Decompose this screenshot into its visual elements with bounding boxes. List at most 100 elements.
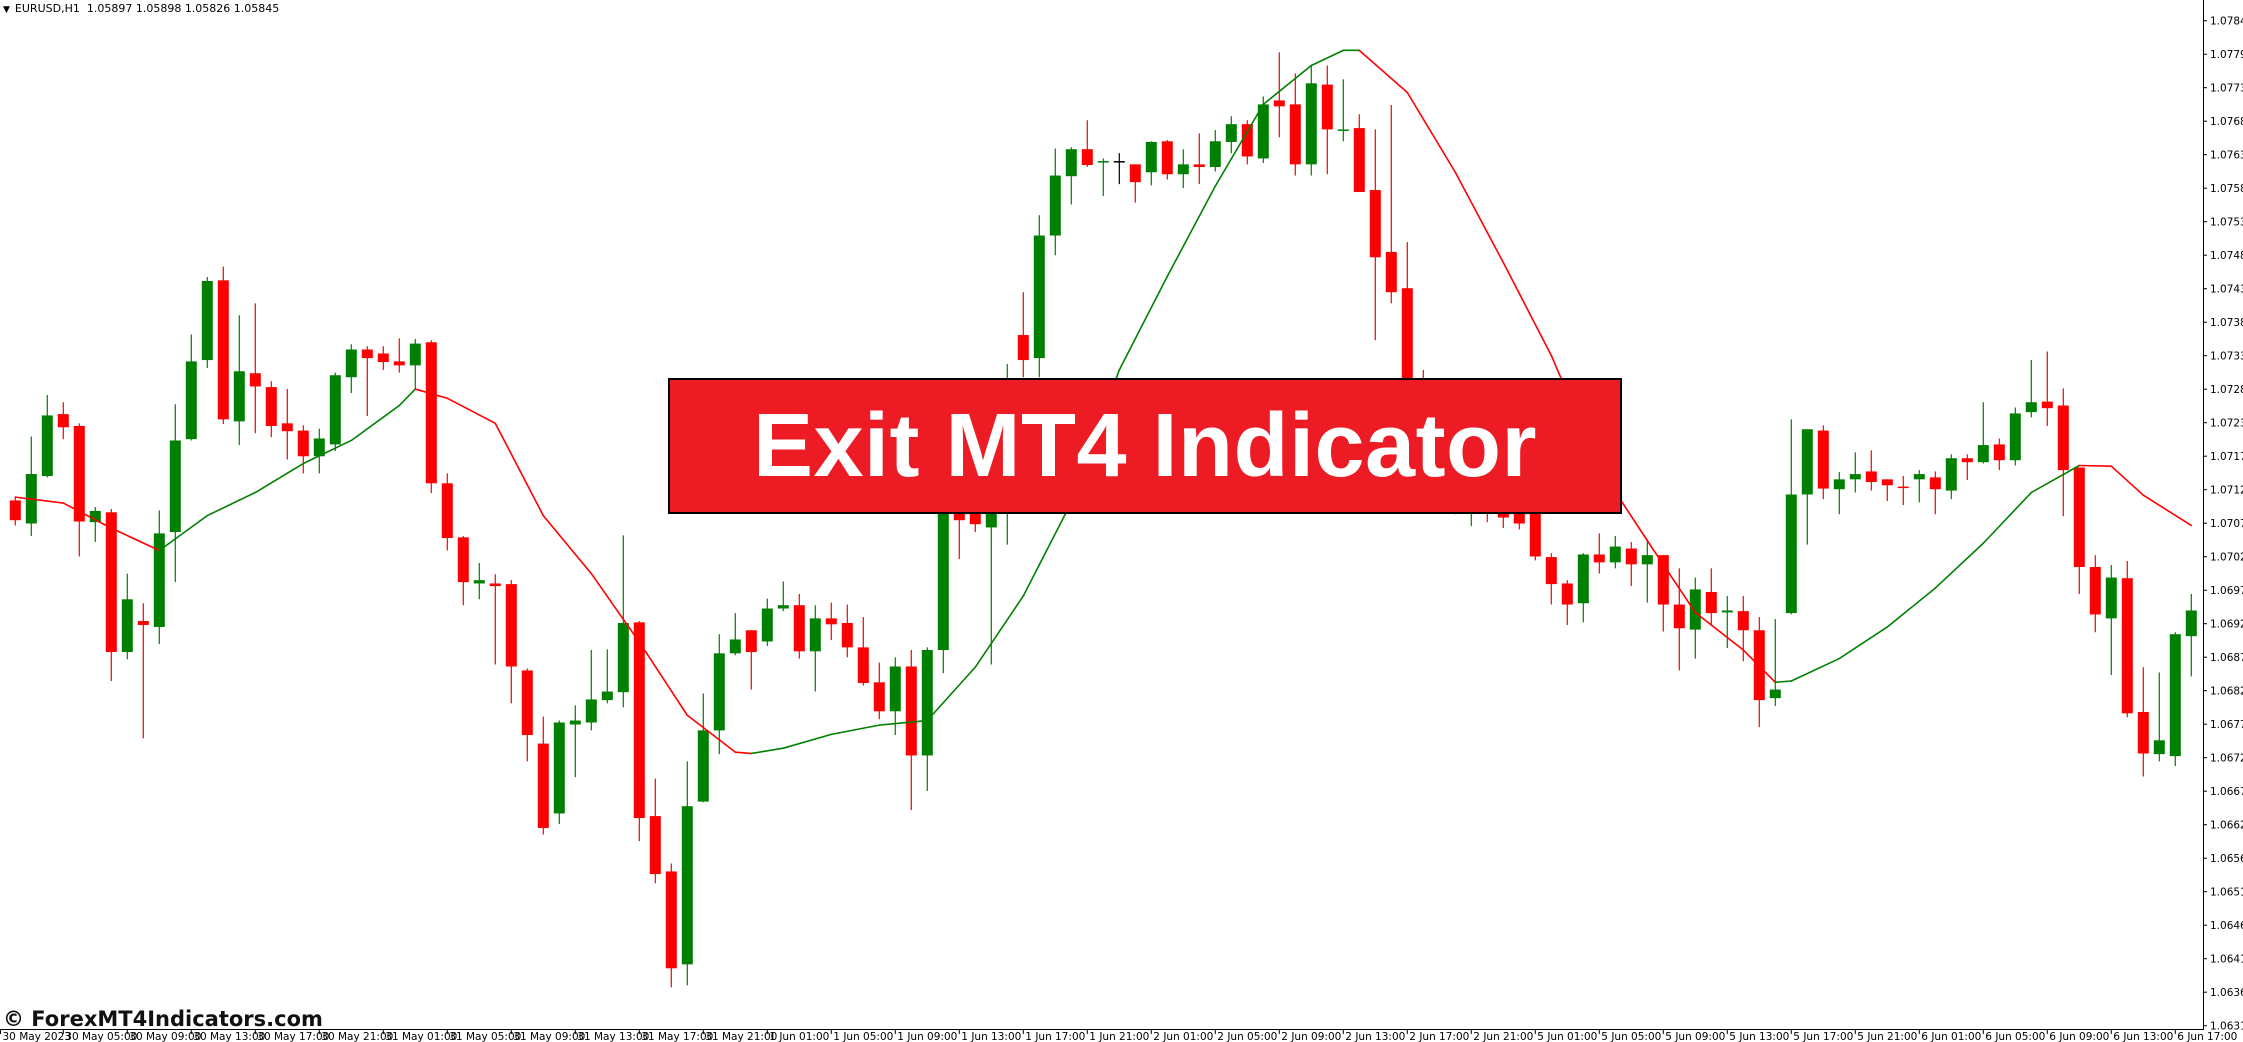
- candle: [457, 536, 469, 606]
- candle-body: [1353, 128, 1365, 193]
- candle: [1561, 580, 1573, 625]
- candle-body: [1721, 610, 1733, 613]
- candle-body: [2089, 566, 2101, 615]
- candles-layer: [9, 52, 2197, 988]
- price-tick-label: 1.07025: [2210, 552, 2243, 564]
- price-tick-label: 1.07635: [2210, 150, 2243, 162]
- candle-body: [793, 605, 805, 652]
- price-tick-label: 1.06465: [2210, 920, 2243, 932]
- price-tick-label: 1.07480: [2210, 250, 2243, 262]
- candle-body: [1737, 611, 1749, 631]
- time-tick-label: 31 May 09:00: [513, 1031, 585, 1042]
- candle: [1097, 158, 1109, 196]
- candle: [1369, 129, 1381, 341]
- candle: [57, 402, 69, 440]
- indicator-segment: [1406, 91, 1457, 174]
- candle-body: [2137, 711, 2149, 754]
- time-tick-label: 31 May 17:00: [641, 1031, 713, 1042]
- candle: [9, 497, 21, 526]
- candle: [1801, 429, 1813, 545]
- candle-body: [937, 480, 949, 651]
- time-tick-label: 1 Jun 13:00: [961, 1031, 1021, 1042]
- candle-body: [1961, 458, 1973, 463]
- candle-body: [1881, 479, 1893, 486]
- candle-body: [2041, 401, 2053, 409]
- candle: [313, 428, 325, 474]
- candle: [1593, 533, 1605, 574]
- candle-body: [2073, 467, 2085, 567]
- time-tick-label: 31 May 21:00: [705, 1031, 777, 1042]
- indicator-segment: [1838, 626, 1889, 660]
- candle-body: [1625, 548, 1637, 565]
- time-tick-label: 2 Jun 01:00: [1153, 1031, 1213, 1042]
- candle: [1033, 215, 1045, 378]
- indicator-segment: [110, 527, 161, 552]
- price-tick-label: 1.07175: [2210, 451, 2243, 463]
- candle-body: [777, 605, 789, 609]
- price-tick-label: 1.06415: [2210, 954, 2243, 966]
- candle: [121, 573, 133, 660]
- price-tick-label: 1.07840: [2210, 16, 2243, 28]
- candle-body: [841, 622, 853, 648]
- candle: [1641, 539, 1653, 603]
- candle-body: [601, 691, 613, 701]
- candle-body: [2009, 413, 2021, 461]
- candle: [681, 761, 693, 986]
- candle-body: [1065, 149, 1077, 177]
- candle-body: [1161, 141, 1173, 175]
- candle: [665, 863, 677, 988]
- price-tick-label: 1.07125: [2210, 485, 2243, 497]
- candle-body: [857, 647, 869, 683]
- candle-body: [873, 682, 885, 712]
- indicator-segment: [1790, 657, 1841, 682]
- triangle-down-icon[interactable]: ▼: [3, 5, 10, 15]
- candle: [1625, 541, 1637, 587]
- candle: [297, 425, 309, 474]
- candle: [409, 338, 421, 390]
- candle: [1337, 79, 1349, 142]
- candle-body: [1833, 479, 1845, 490]
- candle-body: [713, 653, 725, 731]
- candle: [521, 668, 533, 762]
- candle: [1609, 536, 1621, 569]
- candle-body: [1545, 557, 1557, 585]
- candle-body: [201, 280, 213, 361]
- indicator-segment: [494, 422, 545, 517]
- candle: [1673, 568, 1685, 671]
- candle: [377, 346, 389, 370]
- candle-body: [489, 583, 501, 587]
- time-tick-label: 1 Jun 01:00: [769, 1031, 829, 1042]
- indicator-segment: [782, 733, 833, 750]
- price-tick-label: 1.06975: [2210, 585, 2243, 597]
- candle: [2041, 351, 2053, 426]
- candle-body: [441, 483, 453, 538]
- candle-body: [2121, 578, 2133, 714]
- candle-body: [121, 599, 133, 652]
- candle-body: [697, 730, 709, 802]
- time-tick-label: 30 May 17:00: [257, 1031, 329, 1042]
- candle: [809, 605, 821, 692]
- candle-body: [809, 618, 821, 652]
- candle-body: [1209, 141, 1221, 167]
- candle-body: [2153, 740, 2165, 755]
- candle: [2185, 594, 2197, 677]
- candle: [1897, 476, 1909, 506]
- candle-body: [57, 414, 69, 428]
- candle-body: [649, 816, 661, 875]
- candle: [1321, 65, 1333, 175]
- candle-body: [1129, 164, 1141, 183]
- candle-body: [537, 743, 549, 828]
- candle: [1273, 52, 1285, 138]
- candle: [569, 705, 581, 778]
- candle-body: [2105, 577, 2117, 619]
- candle-body: [1385, 251, 1397, 293]
- candle: [921, 647, 933, 792]
- candle: [281, 389, 293, 460]
- candle-body: [1193, 164, 1205, 167]
- candle-body: [1913, 474, 1925, 480]
- candle: [25, 436, 37, 537]
- time-tick-label: 1 Jun 17:00: [1025, 1031, 1085, 1042]
- candle-body: [2169, 634, 2181, 757]
- candle-body: [409, 343, 421, 366]
